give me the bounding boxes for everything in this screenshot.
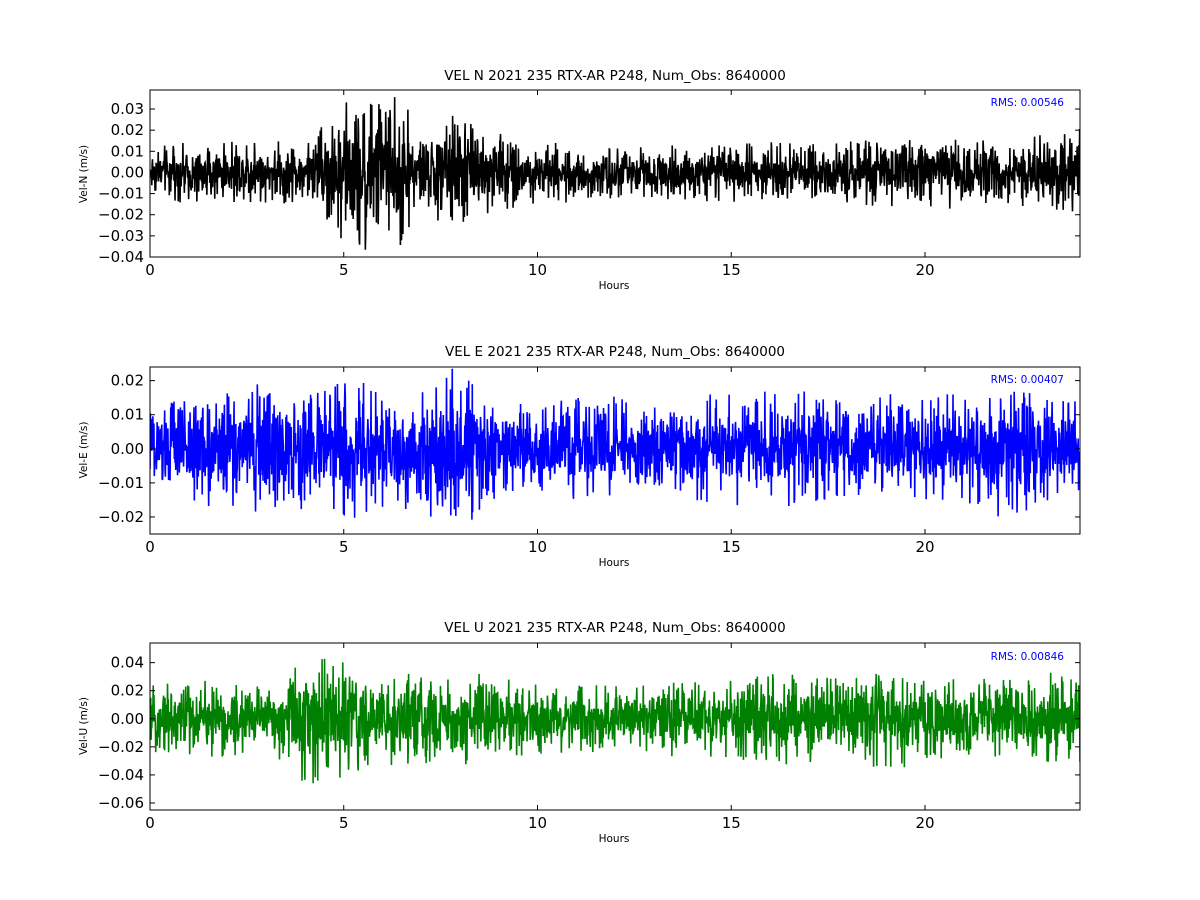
x-tick-label: 15: [722, 261, 741, 279]
plot-area: 0 5 10 15 20 −0.02 −0.01 0.00 0.01 0.02: [98, 366, 1081, 556]
y-tick-label: −0.04: [98, 248, 144, 266]
y-tick-label: 0.01: [111, 406, 144, 424]
x-tick-label: 0: [145, 538, 155, 556]
x-tick-label: 5: [339, 261, 349, 279]
y-tick-label: −0.02: [98, 508, 144, 526]
series-line: [150, 368, 1080, 520]
x-tick-label: 10: [528, 261, 547, 279]
y-tick-label: −0.02: [98, 738, 144, 756]
x-tick-label: 20: [915, 814, 934, 832]
x-tick-label: 10: [528, 814, 547, 832]
y-tick-label: 0.00: [111, 710, 144, 728]
y-tick-label: 0.03: [111, 100, 144, 118]
axes-frame: [149, 366, 1081, 535]
axes-frame: [149, 642, 1081, 811]
x-axis-label: Hours: [599, 557, 630, 569]
x-tick-label: 5: [339, 814, 349, 832]
rms-annotation: RMS: 0.00407: [991, 374, 1064, 386]
series-line: [150, 658, 1080, 784]
x-tick-label: 5: [339, 538, 349, 556]
x-axis-label: Hours: [599, 280, 630, 292]
plot-area: 0 5 10 15 20 −0.04 −0.03 −0.02 −0.01 0.00 0.01 0.02…: [98, 89, 1081, 279]
y-tick-label: 0.01: [111, 142, 144, 160]
x-tick-label: 10: [528, 538, 547, 556]
y-axis-label: Vel-U (m/s): [78, 697, 90, 755]
y-axis-label: Vel-N (m/s): [78, 145, 90, 203]
y-tick-label: 0.00: [111, 440, 144, 458]
y-tick-label: 0.02: [111, 372, 144, 390]
panel-vel-e: VEL E 2021 235 RTX-AR P248, Num_Obs: 864…: [78, 344, 1081, 569]
y-tick-label: −0.03: [98, 227, 144, 245]
y-tick-label: −0.04: [98, 766, 144, 784]
rms-annotation: RMS: 0.00846: [991, 651, 1065, 663]
y-tick-label: 0.04: [111, 654, 144, 672]
panel-vel-n: VEL N 2021 235 RTX-AR P248, Num_Obs: 864…: [78, 68, 1081, 292]
x-tick-label: 15: [722, 538, 741, 556]
panel-vel-u: VEL U 2021 235 RTX-AR P248, Num_Obs: 864…: [78, 620, 1081, 845]
x-axis-label: Hours: [599, 833, 630, 845]
y-axis-label: Vel-E (m/s): [78, 422, 90, 479]
x-tick-label: 0: [145, 261, 155, 279]
x-tick-label: 0: [145, 814, 155, 832]
x-tick-label: 20: [915, 538, 934, 556]
panel-title: VEL E 2021 235 RTX-AR P248, Num_Obs: 864…: [445, 344, 785, 360]
rms-annotation: RMS: 0.00546: [991, 97, 1065, 109]
y-tick-label: −0.02: [98, 206, 144, 224]
y-tick-label: −0.01: [98, 185, 144, 203]
x-tick-label: 20: [915, 261, 934, 279]
y-tick-label: 0.00: [111, 163, 144, 181]
y-tick-label: 0.02: [111, 682, 144, 700]
axes-frame: [149, 89, 1081, 258]
series-line: [150, 97, 1080, 250]
panel-title: VEL U 2021 235 RTX-AR P248, Num_Obs: 864…: [444, 620, 785, 636]
y-tick-label: 0.02: [111, 121, 144, 139]
panel-title: VEL N 2021 235 RTX-AR P248, Num_Obs: 864…: [444, 68, 786, 84]
x-tick-label: 15: [722, 814, 741, 832]
y-tick-label: −0.06: [98, 794, 144, 812]
y-tick-label: −0.01: [98, 474, 144, 492]
plot-area: 0 5 10 15 20 −0.06 −0.04 −0.02 0.00 0.02 0.04: [98, 642, 1081, 832]
